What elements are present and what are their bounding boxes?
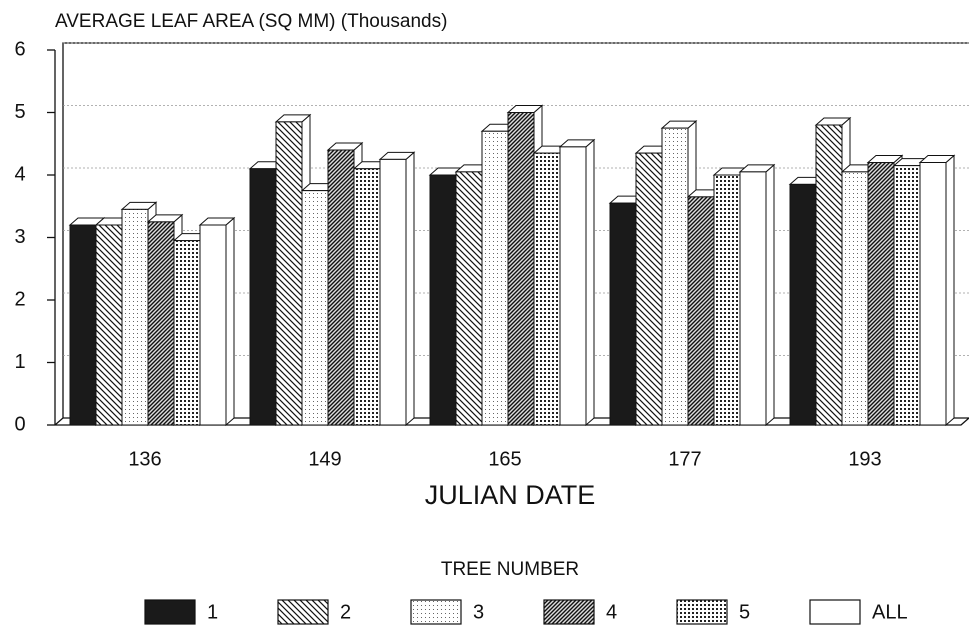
bar-front bbox=[379, 158, 407, 426]
bar-front bbox=[533, 152, 561, 426]
bar bbox=[558, 138, 596, 427]
legend-title: TREE NUMBER bbox=[441, 559, 579, 580]
bar-front bbox=[789, 183, 817, 426]
chart-title: AVERAGE LEAF AREA (SQ MM) (Thousands) bbox=[55, 11, 447, 32]
bar-side bbox=[585, 138, 595, 427]
bar-side bbox=[225, 216, 235, 427]
bar-front bbox=[199, 224, 227, 426]
legend-label: 2 bbox=[340, 601, 351, 623]
bar-front bbox=[559, 146, 587, 426]
bar-front bbox=[173, 240, 201, 426]
legend-swatch bbox=[543, 599, 595, 625]
bar-side bbox=[405, 151, 415, 427]
bar bbox=[918, 154, 956, 427]
bar-front bbox=[249, 168, 277, 426]
legend-label: 1 bbox=[207, 601, 218, 623]
legend-label: ALL bbox=[872, 601, 908, 623]
bar-front bbox=[121, 208, 149, 426]
bar-front bbox=[301, 190, 329, 426]
y-tick-label: 6 bbox=[14, 38, 25, 60]
legend-swatch bbox=[676, 599, 728, 625]
bar-front bbox=[893, 165, 921, 426]
legend-label: 5 bbox=[739, 601, 750, 623]
bar-front bbox=[327, 149, 355, 426]
bar-front bbox=[481, 130, 509, 426]
bar-side bbox=[765, 163, 775, 427]
legend-swatch bbox=[277, 599, 329, 625]
legend-label: 3 bbox=[473, 601, 484, 623]
y-tick-label: 0 bbox=[14, 413, 25, 435]
x-tick-label: 149 bbox=[308, 448, 341, 470]
y-tick-label: 4 bbox=[14, 163, 25, 185]
x-tick-label: 136 bbox=[128, 448, 161, 470]
x-axis-label: JULIAN DATE bbox=[425, 480, 596, 510]
y-tick-label: 5 bbox=[14, 101, 25, 123]
bar-front bbox=[919, 162, 947, 426]
bar-front bbox=[609, 202, 637, 426]
bar-front bbox=[841, 171, 869, 426]
bar-front bbox=[739, 171, 767, 426]
bar-front bbox=[635, 152, 663, 426]
y-tick-label: 3 bbox=[14, 226, 25, 248]
y-tick-label: 2 bbox=[14, 288, 25, 310]
bar-front bbox=[713, 174, 741, 426]
bar-front bbox=[455, 171, 483, 426]
y-tick-label: 1 bbox=[14, 351, 25, 373]
legend-swatch bbox=[410, 599, 462, 625]
bar-front bbox=[353, 168, 381, 426]
x-tick-label: 165 bbox=[488, 448, 521, 470]
bar-front bbox=[69, 224, 97, 426]
bar bbox=[378, 151, 416, 427]
bar-front bbox=[661, 127, 689, 426]
bar-front bbox=[867, 162, 895, 426]
bar-front bbox=[147, 221, 175, 426]
x-tick-label: 193 bbox=[848, 448, 881, 470]
legend-swatch bbox=[144, 599, 196, 625]
bar-front bbox=[507, 112, 535, 426]
legend-swatch bbox=[809, 599, 861, 625]
bar-front bbox=[815, 124, 843, 426]
bar bbox=[738, 163, 776, 427]
bar-front bbox=[275, 121, 303, 426]
bar-front bbox=[687, 196, 715, 426]
legend-label: 4 bbox=[606, 601, 617, 623]
bar-side bbox=[945, 154, 955, 427]
x-tick-label: 177 bbox=[668, 448, 701, 470]
bar-front bbox=[429, 174, 457, 426]
bar bbox=[198, 216, 236, 427]
bar-front bbox=[95, 224, 123, 426]
